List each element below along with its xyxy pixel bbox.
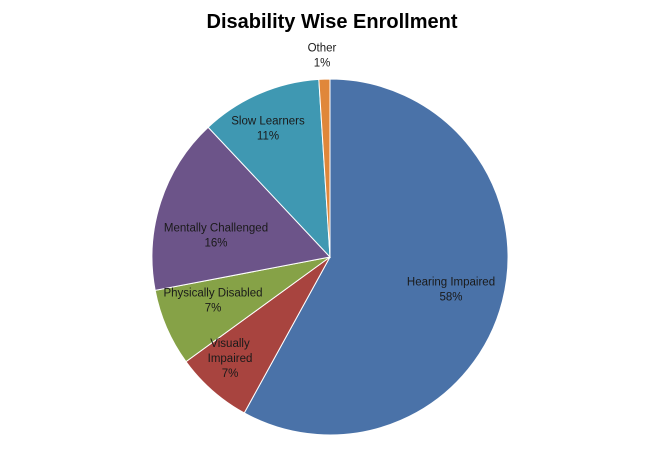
data-label-line: 7% [222, 368, 239, 380]
pie-slice-mentally-challenged [151, 126, 331, 291]
data-label-other: Other 1% [308, 43, 337, 70]
data-label-line: Hearing Impaired [407, 277, 495, 289]
chart-title: Disability Wise Enrollment [207, 11, 458, 33]
data-label-line: 1% [314, 58, 331, 70]
data-label-line: Mentally Challenged [164, 223, 268, 235]
data-label-physically-disabled: Physically Disabled 7% [163, 288, 262, 315]
pie-slice-slow-learners [207, 78, 331, 259]
pie-slice-other [318, 78, 331, 258]
data-label-mentally-challenged: Mentally Challenged 16% [164, 223, 268, 250]
data-label-line: Other [308, 43, 337, 55]
pie-slices [151, 78, 509, 436]
pie-labels: Hearing Impaired 58%Visually Impaired 7%Phy… [163, 43, 495, 381]
data-label-slow-learners: Slow Learners 11% [231, 116, 305, 143]
data-label-line: 58% [439, 292, 462, 304]
data-label-visually-impaired: Visually Impaired 7% [208, 338, 253, 380]
data-label-line: 11% [257, 131, 279, 143]
pie-slice-hearing-impaired [243, 78, 509, 436]
data-label-line: 7% [205, 303, 222, 315]
data-label-line: Slow Learners [231, 116, 305, 128]
data-label-line: Visually [210, 338, 250, 350]
data-label-line: Impaired [208, 353, 253, 365]
data-label-line: Physically Disabled [163, 288, 262, 300]
data-label-line: 16% [204, 238, 227, 250]
data-label-hearing-impaired: Hearing Impaired 58% [407, 277, 495, 304]
